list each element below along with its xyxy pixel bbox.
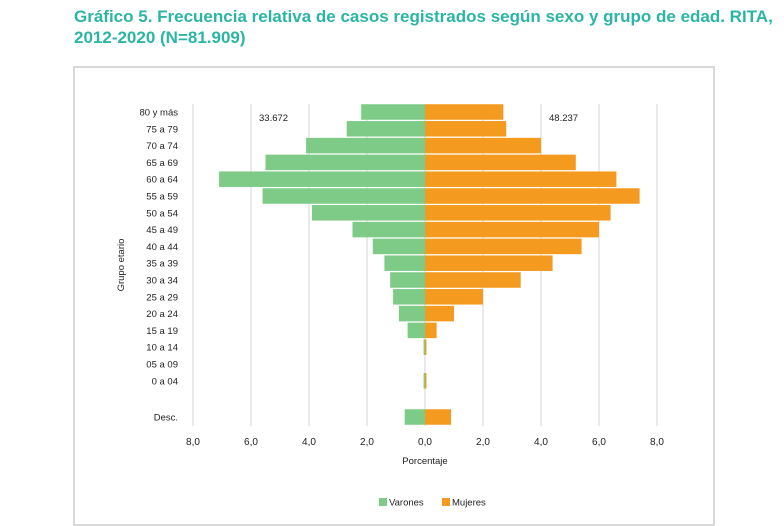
bar-mujeres-1: [425, 121, 507, 137]
bar-varones-4: [219, 171, 425, 187]
category-label-17: Desc.: [154, 413, 178, 424]
x-tick-label-2: 4,0: [302, 437, 316, 448]
x-tick-label-4: 0,0: [418, 437, 432, 448]
total-varones-label: 33.672: [259, 113, 288, 124]
bar-varones-8: [372, 238, 425, 255]
category-label-16: 0 a 04: [152, 376, 178, 387]
bar-varones-1: [346, 121, 425, 137]
bar-varones-10: [390, 272, 425, 288]
x-tick-label-7: 6,0: [592, 437, 606, 448]
category-label-0: 80 y más: [139, 108, 178, 119]
bar-mujeres-12: [425, 305, 454, 322]
bar-mujeres-14: [425, 339, 427, 355]
chart-title-line-2: 2012-2020 (N=81.909): [74, 28, 246, 47]
bar-varones-12: [398, 305, 425, 322]
x-tick-label-5: 2,0: [476, 437, 490, 448]
category-label-8: 40 a 44: [146, 242, 178, 253]
category-label-13: 15 a 19: [146, 326, 178, 337]
bar-mujeres-7: [425, 221, 599, 238]
population-pyramid-chart: 80 y más 75 a 79 70 a 74 65 a 69 60 a 64 55 a…: [116, 104, 664, 509]
category-label-6: 50 a 54: [146, 208, 178, 219]
bar-varones-9: [384, 255, 425, 271]
bar-mujeres-0: [425, 104, 504, 120]
bar-varones-6: [311, 205, 425, 221]
legend-swatch-mujeres: [442, 498, 450, 506]
bar-mujeres-17: [425, 409, 452, 425]
bar-mujeres-16: [425, 373, 427, 389]
x-tick-label-8: 8,0: [650, 437, 664, 448]
x-tick-label-1: 6,0: [244, 437, 258, 448]
category-label-5: 55 a 59: [146, 192, 178, 203]
x-tick-label-6: 4,0: [534, 437, 548, 448]
category-label-10: 30 a 34: [146, 276, 178, 287]
x-axis-title: Porcentaje: [402, 456, 447, 467]
bar-mujeres-13: [425, 322, 437, 339]
x-tick-label-3: 2,0: [360, 437, 374, 448]
bar-varones-3: [265, 154, 425, 171]
bar-varones-13: [407, 322, 425, 339]
category-label-14: 10 a 14: [146, 343, 178, 354]
category-label-12: 20 a 24: [146, 309, 178, 320]
chart-title-line-1: Gráfico 5. Frecuencia relativa de casos …: [74, 7, 773, 26]
bar-mujeres-4: [425, 171, 617, 187]
bar-varones-16: [423, 373, 425, 389]
category-label-4: 60 a 64: [146, 175, 178, 186]
category-label-2: 70 a 74: [146, 141, 178, 152]
bar-mujeres-11: [425, 289, 483, 305]
bar-varones-5: [262, 188, 425, 204]
bar-mujeres-8: [425, 238, 582, 255]
chart-title: Gráfico 5. Frecuencia relativa de casos …: [74, 6, 773, 48]
category-label-7: 45 a 49: [146, 225, 178, 236]
bar-mujeres-10: [425, 272, 521, 288]
y-axis-title: Grupo etario: [116, 239, 127, 292]
category-label-11: 25 a 29: [146, 292, 178, 303]
legend-swatch-varones: [379, 498, 387, 506]
bar-mujeres-3: [425, 154, 576, 171]
bar-varones-17: [404, 409, 425, 425]
category-label-1: 75 a 79: [146, 124, 178, 135]
bar-varones-0: [361, 104, 425, 120]
category-label-3: 65 a 69: [146, 158, 178, 169]
bar-varones-14: [423, 339, 425, 355]
legend-label-mujeres: Mujeres: [452, 498, 486, 509]
bar-varones-7: [352, 221, 425, 238]
bar-varones-11: [393, 289, 425, 305]
x-tick-label-0: 8,0: [186, 437, 200, 448]
bar-mujeres-6: [425, 205, 611, 221]
bar-mujeres-2: [425, 137, 541, 154]
legend-label-varones: Varones: [389, 498, 424, 509]
bar-mujeres-9: [425, 255, 553, 271]
category-label-15: 05 a 09: [146, 360, 178, 371]
total-mujeres-label: 48.237: [549, 113, 578, 124]
chart-frame: 80 y más 75 a 79 70 a 74 65 a 69 60 a 64 55 a…: [73, 66, 715, 526]
bar-mujeres-5: [425, 188, 640, 204]
category-label-9: 35 a 39: [146, 259, 178, 270]
bar-varones-2: [306, 137, 425, 154]
